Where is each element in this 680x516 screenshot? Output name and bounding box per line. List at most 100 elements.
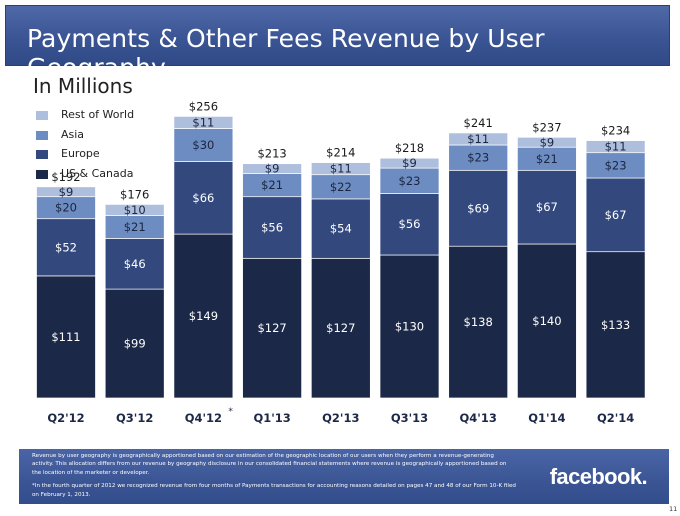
value-label-q4-13-rest-of-world: $11 [467,132,489,146]
bar-q1-13-rest-of-world [242,163,302,174]
legend-label-europe: Europe [61,147,100,160]
bar-q1-13-us-canada [242,257,302,399]
value-label-q3-12-europe: $46 [124,257,146,271]
total-label-q4-12: $256 [189,99,218,113]
value-label-q2-13-europe: $54 [330,222,352,236]
bar-q1-14-europe [517,169,577,245]
value-label-q4-12-asia: $30 [192,138,214,152]
value-label-q4-13-us-canada: $138 [464,315,493,329]
value-label-q2-13-asia: $22 [330,180,352,194]
value-label-q3-12-us-canada: $99 [124,337,146,351]
value-label-q1-13-rest-of-world: $9 [265,162,280,176]
legend-label-us-canada: US & Canada [61,166,134,180]
bar-q3-12-us-canada [104,288,165,399]
bar-q4-12-us-canada [173,233,234,399]
bar-q3-12-rest-of-world [104,204,165,216]
value-label-q3-13-us-canada: $130 [395,320,424,334]
bar-q4-13-asia [448,144,509,171]
value-label-q1-13-europe: $56 [261,221,283,235]
x-tick-label-q2-13: Q2'13 [322,411,359,425]
value-label-q3-12-asia: $21 [124,220,146,234]
x-tick-label-q4-13: Q4'13 [460,411,497,425]
total-label-q2-14: $234 [601,124,630,138]
bar-q2-12-rest-of-world [36,186,96,198]
legend-swatch-europe [36,150,48,159]
bar-q1-14-us-canada [517,243,577,399]
value-label-q1-13-asia: $21 [261,178,283,192]
value-label-q2-14-us-canada: $133 [601,318,630,332]
value-label-q2-14-europe: $67 [605,208,627,222]
bar-q2-13-us-canada [310,257,371,399]
value-label-q4-13-asia: $23 [467,151,489,165]
legend-swatch-rest-of-world [36,111,48,120]
bar-q4-13-rest-of-world [448,132,509,146]
value-label-q2-14-rest-of-world: $11 [605,140,627,154]
value-label-q3-13-asia: $23 [399,174,421,188]
stacked-bar-chart: $111$52$20$9$192Q2'12$99$46$21$10$176Q3'… [36,99,646,425]
total-label-q3-13: $218 [395,141,424,155]
value-label-q1-13-us-canada: $127 [257,321,286,335]
value-label-q2-13-rest-of-world: $11 [330,162,352,176]
x-tick-label-q1-13: Q1'13 [253,411,290,425]
value-label-q4-12-rest-of-world: $11 [192,115,214,129]
total-label-q1-14: $237 [532,120,561,134]
value-label-q1-14-rest-of-world: $9 [540,135,555,149]
value-label-q2-12-us-canada: $111 [51,330,80,344]
bar-q3-13-rest-of-world [379,157,440,169]
bar-q2-12-us-canada [36,275,96,399]
bar-q2-12-europe [36,218,96,277]
legend-swatch-us-canada [36,169,48,179]
total-label-q2-12: $192 [51,170,80,184]
bar-q2-14-asia [585,152,646,179]
x-tick-label-q3-12: Q3'12 [116,411,153,425]
title-bar: Payments & Other Fees Revenue by User Ge… [5,5,670,82]
total-label-q3-12: $176 [120,187,149,201]
footnote-geography: Revenue by user geography is geographica… [32,453,507,476]
bar-q2-13-europe [310,198,371,259]
bar-q3-13-europe [379,193,440,256]
value-label-q1-14-europe: $67 [536,200,558,214]
value-label-q3-12-rest-of-world: $10 [124,203,146,217]
value-label-q1-14-asia: $21 [536,152,558,166]
facebook-logo: facebook. [549,464,648,489]
x-tick-label-q2-14: Q2'14 [597,411,634,425]
bar-q3-13-asia [379,167,440,194]
value-label-q2-12-asia: $20 [55,201,77,215]
footnote-q4-note: *In the fourth quarter of 2012 we recogn… [32,483,516,498]
bar-q4-13-europe [448,169,509,247]
bar-q4-13-us-canada [448,245,509,399]
chart-subtitle: In Millions [33,74,133,98]
bar-q2-13-asia [310,174,371,200]
legend-label-asia: Asia [61,127,85,141]
legend-swatch-asia [36,130,48,140]
bar-q1-13-europe [242,196,302,259]
page-number: 11 [669,505,678,513]
total-label-q1-13: $213 [257,147,286,161]
x-tick-label-q1-14: Q1'14 [528,411,565,425]
bar-q4-12-rest-of-world [173,116,234,129]
total-label-q4-13: $241 [464,116,493,130]
value-label-q4-12-europe: $66 [192,191,214,205]
footnote-text: Revenue by user geography is geographica… [32,452,517,504]
value-label-q2-14-asia: $23 [605,158,627,172]
bar-q2-14-europe [585,177,646,253]
value-label-q2-12-rest-of-world: $9 [59,185,74,199]
x-tick-label-q4-12: Q4'12 [185,411,222,425]
bar-q2-14-rest-of-world [585,140,646,154]
x-tick-marker-q4-12: * [228,407,233,417]
value-label-q3-13-rest-of-world: $9 [402,156,417,170]
bar-q4-12-asia [173,128,234,162]
x-tick-label-q2-12: Q2'12 [47,411,84,425]
legend-label-rest-of-world: Rest of World [61,108,135,121]
footnote-panel: Revenue by user geography is geographica… [19,449,669,504]
slide-title: Payments & Other Fees Revenue by User Ge… [27,24,545,82]
value-label-q2-12-europe: $52 [55,240,77,254]
x-tick-label-q3-13: Q3'13 [391,411,428,425]
bar-q2-14-us-canada [585,251,646,399]
bar-q1-14-rest-of-world [517,136,577,148]
bar-q3-13-us-canada [379,254,440,399]
bar-q3-12-europe [104,238,165,290]
value-label-q4-13-europe: $69 [467,201,489,215]
bar-q2-13-rest-of-world [310,162,371,176]
value-label-q4-12-us-canada: $149 [189,309,218,323]
